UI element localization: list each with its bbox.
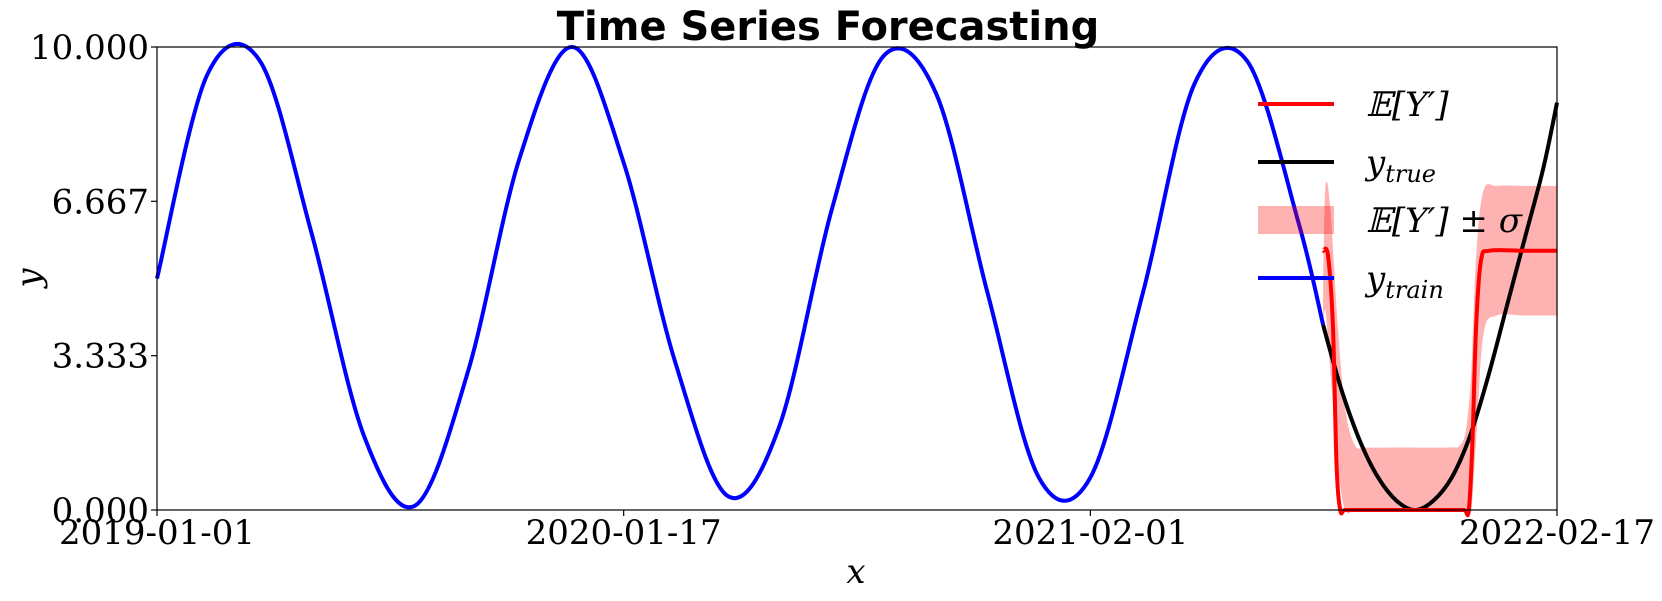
x-tick-label: 2019-01-01 bbox=[59, 513, 255, 553]
y-tick-label: 0.000 bbox=[52, 491, 149, 531]
band-layer bbox=[1323, 181, 1557, 516]
x-tick-label: 2020-01-17 bbox=[526, 513, 722, 553]
x-axis-label: x bbox=[846, 552, 865, 592]
uncertainty-band bbox=[1323, 181, 1557, 516]
y-axis-ticks: 0.000 3.333 6.667 10.000 bbox=[30, 28, 157, 531]
chart-title: Time Series Forecasting bbox=[557, 4, 1099, 50]
y-tick-label: 10.000 bbox=[30, 28, 149, 68]
legend-label-band: 𝔼[Y′] ± σ bbox=[1366, 201, 1523, 241]
y-tick-label: 6.667 bbox=[52, 182, 149, 222]
x-axis-ticks: 2019-01-01 2020-01-17 2021-02-01 2022-02-17 bbox=[59, 510, 1655, 553]
y-tick-label: 3.333 bbox=[52, 337, 149, 377]
legend-label-mean: 𝔼[Y′] bbox=[1366, 85, 1449, 125]
y-axis-label: y bbox=[9, 268, 49, 290]
legend-label-true: ytrue bbox=[1364, 143, 1436, 188]
legend-swatch-band bbox=[1258, 206, 1334, 234]
plot-frame bbox=[156, 46, 1558, 511]
legend-label-train: ytrain bbox=[1364, 259, 1444, 304]
x-tick-label: 2022-02-17 bbox=[1459, 513, 1655, 553]
series-line-y-train bbox=[155, 42, 1326, 510]
plot-area bbox=[155, 42, 1559, 518]
x-tick-label: 2021-02-01 bbox=[992, 513, 1188, 553]
series-line-y-true bbox=[1321, 102, 1559, 512]
